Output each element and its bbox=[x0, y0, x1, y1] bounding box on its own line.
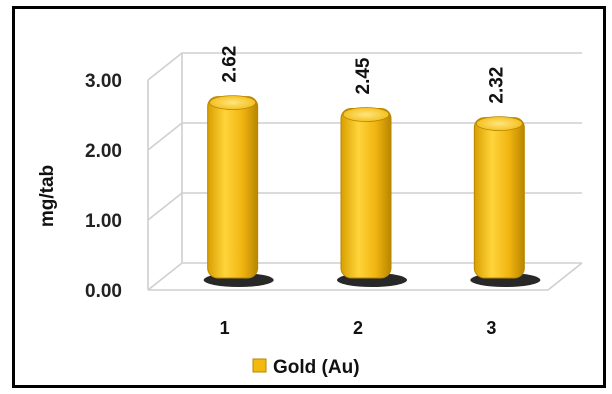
bar-top bbox=[475, 116, 523, 131]
x-tick-label: 2 bbox=[353, 318, 363, 338]
y-tick-label: 0.00 bbox=[85, 281, 122, 302]
y-tick-label: 1.00 bbox=[85, 211, 122, 232]
y-tick-labels: 0.00 1.00 2.00 3.00 bbox=[85, 71, 122, 302]
y-tick-label: 2.00 bbox=[85, 141, 122, 162]
bars: 2.62 2.45 2.32 bbox=[203, 46, 541, 287]
floor-right-edge bbox=[547, 262, 583, 291]
data-label: 2.62 bbox=[220, 46, 241, 83]
bar-top bbox=[209, 95, 257, 110]
legend-label: Gold (Au) bbox=[273, 357, 360, 378]
data-label: 2.32 bbox=[486, 67, 507, 104]
bar-top bbox=[342, 107, 390, 122]
grid-lines bbox=[147, 52, 583, 291]
data-label: 2.45 bbox=[353, 57, 374, 94]
y-axis-label: mg/tab bbox=[37, 165, 58, 227]
legend: Gold (Au) bbox=[252, 357, 360, 378]
y-tick-label: 3.00 bbox=[85, 71, 122, 92]
bar-body bbox=[207, 96, 259, 279]
x-tick-labels: 1 2 3 bbox=[220, 318, 497, 338]
legend-swatch bbox=[252, 358, 267, 373]
x-tick-label: 3 bbox=[486, 318, 496, 338]
x-tick-label: 1 bbox=[220, 318, 230, 338]
bar: 2.45 bbox=[337, 57, 407, 287]
bar: 2.32 bbox=[470, 67, 541, 287]
bar-body bbox=[473, 117, 525, 279]
bar: 2.62 bbox=[203, 46, 274, 287]
bar-body bbox=[340, 108, 392, 279]
